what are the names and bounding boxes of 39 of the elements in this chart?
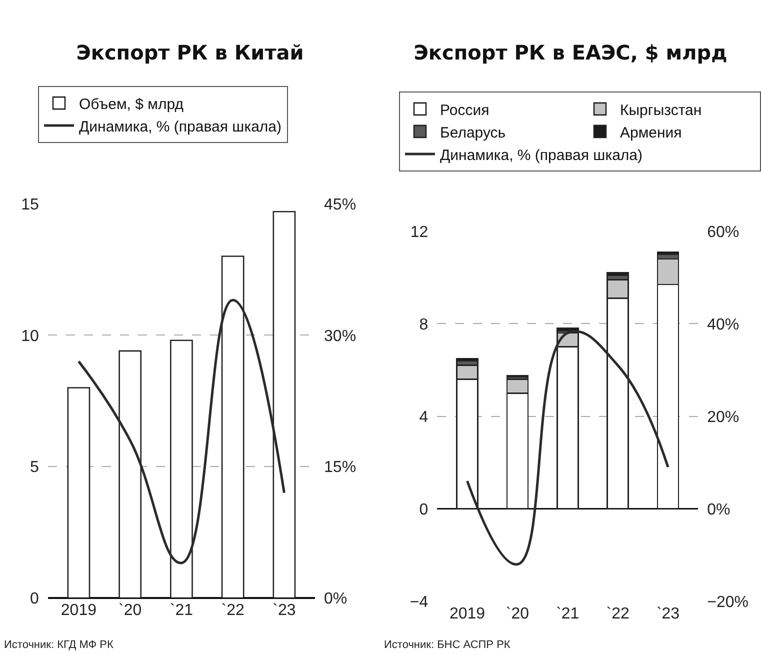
legend-label: Динамика, % (правая шкала) xyxy=(440,146,643,164)
x-tick-label: `21 xyxy=(170,602,194,620)
y-tick-label: 12 xyxy=(410,224,428,241)
x-tick-label: `22 xyxy=(606,605,630,622)
x-tick-label: `21 xyxy=(556,605,580,622)
legend-label: Армения xyxy=(620,124,682,142)
y2-tick-label: 0% xyxy=(324,590,348,608)
y2-tick-label: 60% xyxy=(707,224,740,241)
y-tick-label: 8 xyxy=(419,316,428,334)
legend-label: Объем, $ млрд xyxy=(79,96,184,113)
y2-tick-label: −20% xyxy=(707,594,749,611)
x-tick-label: 2019 xyxy=(60,602,97,620)
y2-tick-label: 30% xyxy=(324,328,356,345)
y-tick-label: 5 xyxy=(30,459,39,476)
y-tick-label: 0 xyxy=(30,590,39,608)
text: Источник: БНС АСПР РК xyxy=(384,639,511,651)
chart-title: Экспорт РК в Китай xyxy=(76,40,304,64)
x-tick-label: `22 xyxy=(221,602,244,620)
legend-label: Кыргызстан xyxy=(620,102,702,119)
y2-tick-label: 15% xyxy=(324,459,356,476)
x-tick-label: `20 xyxy=(118,602,142,620)
x-tick-label: 2019 xyxy=(449,605,486,622)
text: Источник: КГД МФ РК xyxy=(4,639,114,651)
y-tick-label: 10 xyxy=(21,328,39,345)
y-tick-label: 4 xyxy=(419,408,428,426)
legend-label: Динамика, % (правая шкала) xyxy=(79,118,282,136)
x-tick-label: `23 xyxy=(656,605,680,622)
y-tick-label: 15 xyxy=(21,196,39,214)
legend-label: Беларусь xyxy=(440,124,506,142)
chart-title: Экспорт РК в ЕАЭС, $ млрд xyxy=(414,40,728,64)
y-tick-label: −4 xyxy=(410,594,428,611)
y2-tick-label: 20% xyxy=(707,408,740,426)
y2-tick-label: 45% xyxy=(324,196,356,214)
y2-tick-label: 0% xyxy=(707,501,730,518)
y-tick-label: 0 xyxy=(419,501,428,518)
x-tick-label: `23 xyxy=(272,602,296,620)
x-tick-label: `20 xyxy=(506,605,530,622)
legend-label: Россия xyxy=(440,102,490,119)
y2-tick-label: 40% xyxy=(707,316,740,334)
